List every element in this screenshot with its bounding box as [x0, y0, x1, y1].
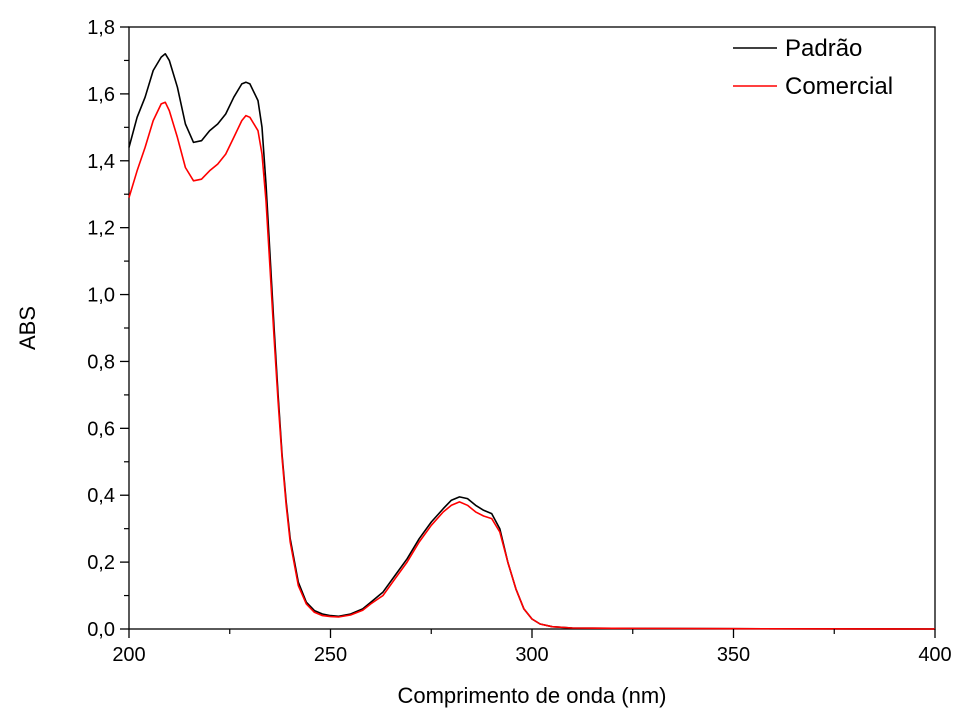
y-tick-label: 0,0: [87, 619, 115, 641]
y-tick-label: 0,4: [87, 485, 115, 507]
y-axis-title: ABS: [15, 306, 40, 350]
y-tick-label: 0,6: [87, 418, 115, 440]
y-tick-label: 0,8: [87, 351, 115, 373]
y-tick-label: 1,0: [87, 285, 115, 307]
y-axis: 0,0 0,2 0,4 0,6 0,8 1,0 1,2 1,4 1,6 1,8: [87, 17, 129, 641]
legend: Padrão Comercial: [733, 35, 893, 100]
x-axis-title: Comprimento de onda (nm): [397, 683, 666, 708]
y-tick-label: 1,2: [87, 218, 115, 240]
x-tick-label: 400: [918, 644, 951, 666]
y-tick-label: 0,2: [87, 552, 115, 574]
x-axis: 200 250 300 350 400: [112, 629, 952, 666]
x-tick-label: 250: [314, 644, 347, 666]
x-tick-label: 200: [112, 644, 145, 666]
legend-label: Comercial: [785, 73, 893, 100]
x-tick-label: 300: [515, 644, 548, 666]
y-tick-label: 1,8: [87, 17, 115, 39]
series-lines: [128, 53, 936, 630]
x-tick-label: 350: [717, 644, 750, 666]
legend-label: Padrão: [785, 35, 862, 62]
y-tick-label: 1,6: [87, 84, 115, 106]
series-line-comercial: [128, 101, 936, 630]
series-line-padr-o: [128, 53, 936, 630]
y-tick-label: 1,4: [87, 151, 115, 173]
